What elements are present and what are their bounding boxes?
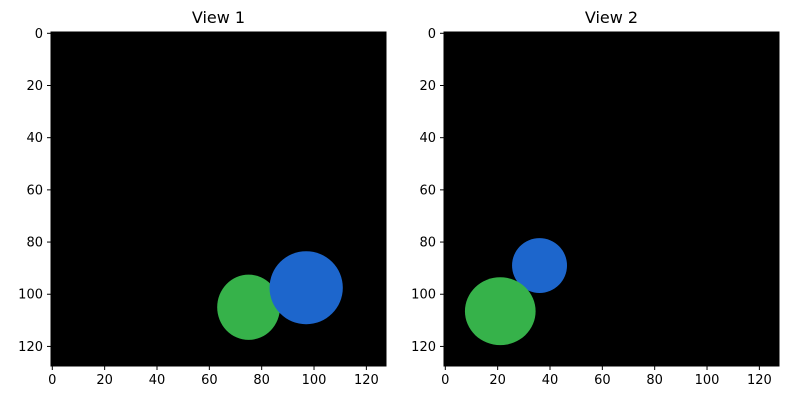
x-tick-label: 120 (747, 373, 772, 388)
blue-blob (269, 251, 343, 325)
x-tick-label: 80 (253, 373, 270, 388)
y-tick-label: 80 (419, 236, 436, 251)
green-blob (217, 274, 281, 340)
axes-panel: View 2 0 20 40 60 80 100 120 0 20 40 60 80 100 120 (411, 8, 780, 388)
axes-title: View 2 (585, 8, 638, 27)
blue-blob (512, 238, 568, 293)
y-tick-label: 60 (26, 183, 43, 198)
y-tick-label: 80 (26, 236, 43, 251)
y-tick-label: 100 (18, 288, 43, 303)
x-tick-label: 80 (646, 373, 663, 388)
x-tick-label: 100 (302, 373, 327, 388)
axes-frame (443, 31, 780, 367)
y-tick-label: 40 (419, 131, 436, 146)
y-tick-label: 100 (411, 288, 436, 303)
y-tick-label: 20 (419, 79, 436, 94)
x-tick-label: 40 (542, 373, 559, 388)
x-tick-label: 60 (201, 373, 218, 388)
green-blob (464, 277, 536, 346)
y-tick-label: 60 (419, 183, 436, 198)
x-tick-label: 0 (48, 373, 56, 388)
x-tick-label: 60 (594, 373, 611, 388)
x-tick-label: 0 (441, 373, 449, 388)
y-tick-label: 0 (428, 27, 436, 42)
x-tick-label: 20 (96, 373, 113, 388)
y-tick-label: 20 (26, 79, 43, 94)
x-tick-label: 100 (695, 373, 720, 388)
axes-frame (50, 31, 387, 367)
y-tick-label: 40 (26, 131, 43, 146)
y-tick-label: 0 (35, 27, 43, 42)
axes-title: View 1 (192, 8, 245, 27)
x-tick-label: 120 (354, 373, 379, 388)
y-tick-label: 120 (18, 340, 43, 355)
x-tick-label: 20 (489, 373, 506, 388)
y-tick-label: 120 (411, 340, 436, 355)
x-tick-label: 40 (149, 373, 166, 388)
axes-panel: View 1 0 20 40 60 80 100 120 0 20 40 60 80 100 120 (18, 8, 387, 388)
